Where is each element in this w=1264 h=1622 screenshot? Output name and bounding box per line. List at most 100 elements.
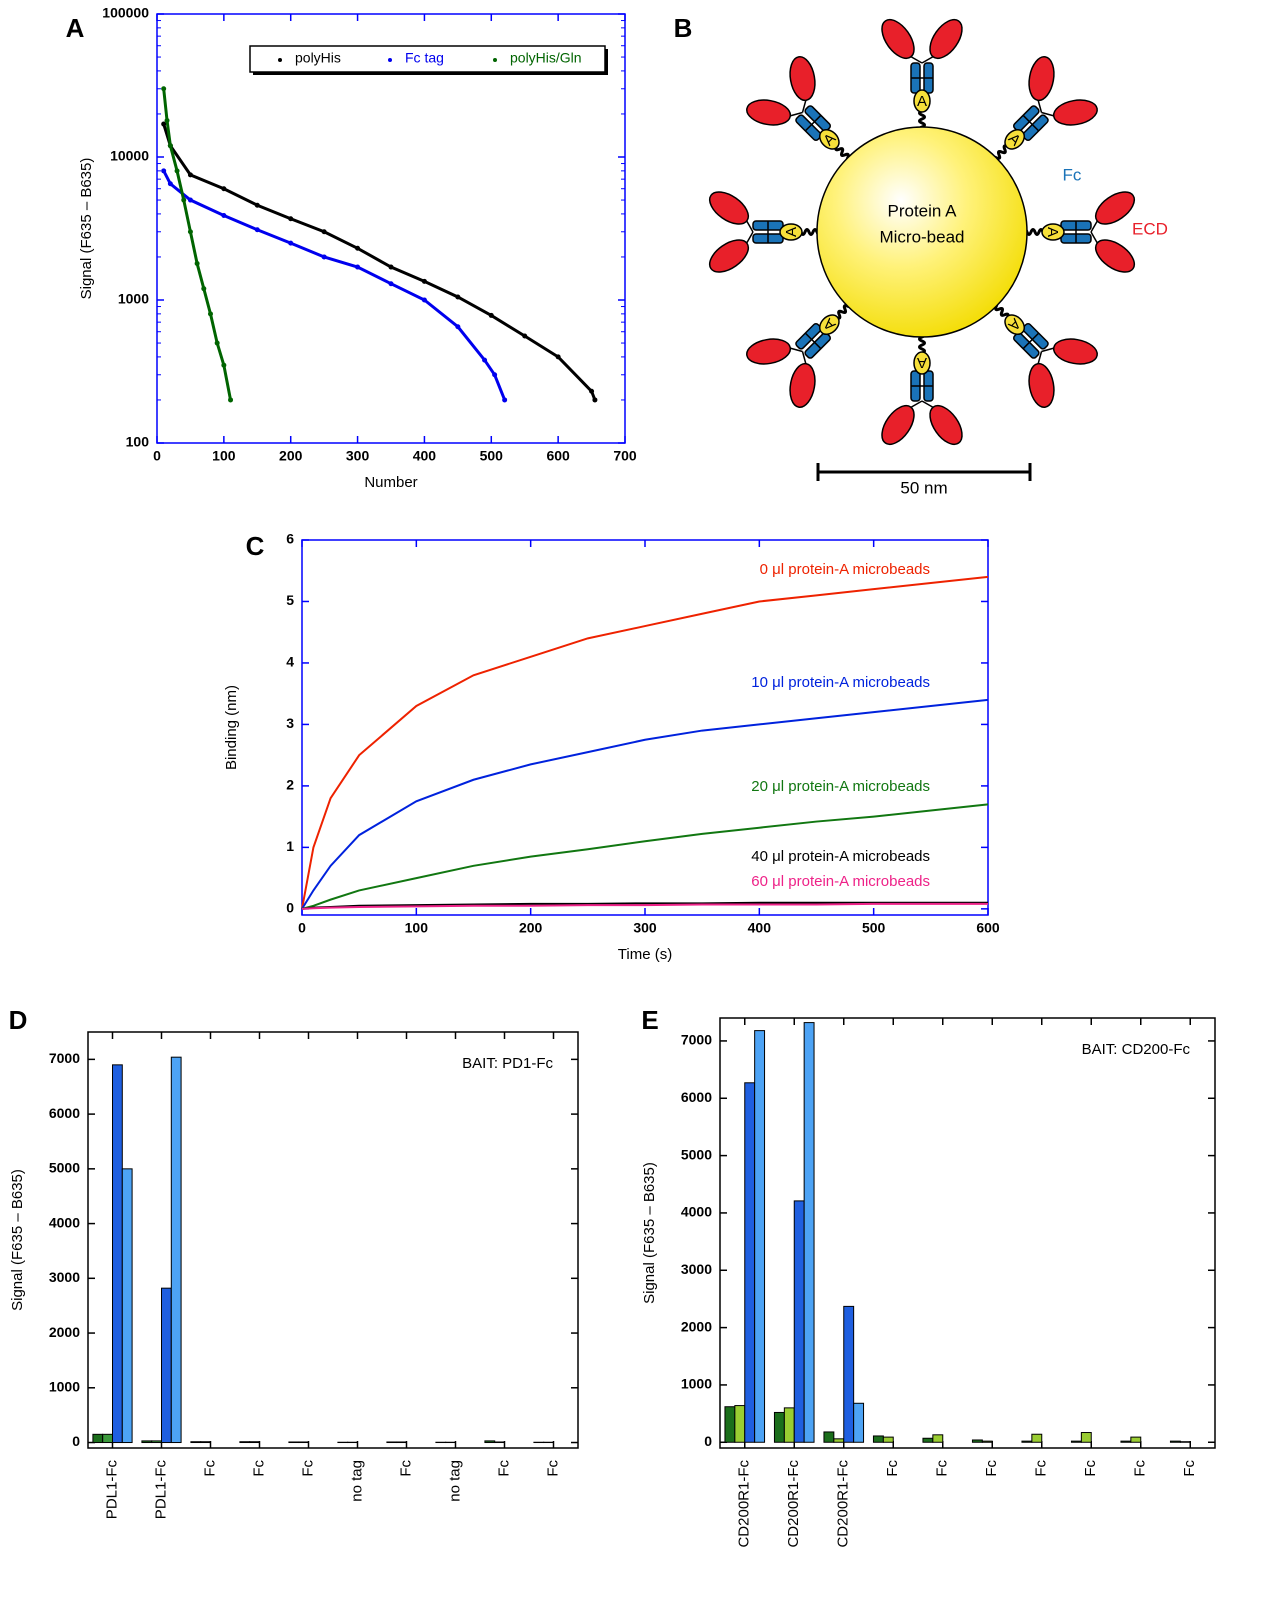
point	[592, 397, 598, 403]
legend-marker	[493, 58, 497, 62]
bar	[823, 1431, 835, 1443]
ecd	[789, 56, 816, 102]
point	[167, 143, 173, 149]
y-tick-label: 3000	[681, 1261, 712, 1277]
panel-label: D	[9, 1005, 28, 1035]
x-tick-label: Fc	[1132, 1460, 1149, 1477]
ecd	[708, 191, 750, 225]
series-line	[162, 88, 233, 401]
point	[161, 121, 167, 127]
point	[187, 197, 193, 203]
bar	[1070, 1440, 1082, 1443]
antibody-arm: A	[881, 18, 963, 133]
point	[221, 186, 227, 192]
protein-a-label: A	[917, 354, 927, 371]
bar	[783, 1407, 795, 1443]
antibody-arm: A	[991, 56, 1098, 162]
chart: A 100 1000 10000 100000 Signal (F635 – B635) 0…	[66, 5, 637, 491]
series-line	[301, 575, 989, 910]
point	[167, 181, 173, 187]
point	[164, 117, 170, 123]
bar	[833, 1438, 845, 1443]
point	[388, 281, 394, 287]
point	[321, 229, 327, 235]
y-tick-label: 2000	[681, 1318, 712, 1334]
y-tick-label: 1000	[118, 291, 149, 307]
plot-frame	[87, 1031, 579, 1449]
bar	[141, 1440, 153, 1444]
point	[254, 202, 260, 208]
protein-a	[913, 351, 931, 375]
ecd	[1094, 191, 1136, 225]
bar	[724, 1406, 736, 1443]
y-tick-label: 2	[286, 777, 294, 793]
y-tick-label: 100	[126, 434, 150, 450]
y-tick-label: 1000	[681, 1376, 712, 1392]
point	[187, 229, 193, 235]
bar	[239, 1441, 251, 1444]
bar	[793, 1200, 805, 1443]
plot-frame	[719, 1017, 1216, 1449]
bar	[494, 1441, 506, 1444]
ecd	[746, 338, 792, 365]
divider	[804, 114, 822, 132]
bar	[1080, 1432, 1092, 1443]
y-tick-label: 0	[72, 1433, 80, 1449]
bar	[882, 1436, 894, 1443]
bar	[971, 1439, 983, 1443]
x-tick-label: 0	[298, 920, 306, 936]
series-label: 10 μl protein-A microbeads	[751, 674, 930, 691]
bead-label: Micro-bead	[879, 227, 964, 246]
x-tick-label: Fc	[299, 1460, 316, 1477]
bar	[1021, 1440, 1033, 1443]
x-axis-label: Time (s)	[618, 946, 672, 963]
protein-a-label: A	[1044, 227, 1061, 237]
y-axis-label: Binding (nm)	[223, 685, 240, 770]
point	[455, 324, 461, 330]
y-tick-label: 10000	[110, 148, 149, 164]
bar	[1120, 1440, 1132, 1443]
ecd	[1094, 239, 1136, 273]
x-tick-label: Fc	[1033, 1460, 1050, 1477]
microbead	[816, 126, 1028, 338]
legend-box	[249, 45, 606, 73]
point	[492, 372, 498, 378]
bar	[102, 1433, 113, 1444]
bar	[190, 1441, 202, 1444]
bar	[386, 1441, 398, 1444]
point	[388, 264, 394, 270]
x-axis-label: Number	[364, 474, 417, 491]
x-tick-label: Fc	[983, 1460, 1000, 1477]
x-tick-label: 600	[546, 448, 570, 464]
bar	[1130, 1436, 1142, 1443]
point	[214, 340, 220, 346]
x-tick-label: 500	[480, 448, 504, 464]
ecd	[1052, 99, 1098, 126]
bar	[249, 1441, 260, 1444]
divider	[1022, 114, 1040, 132]
legend-label: Fc tag	[405, 50, 444, 66]
x-tick-label: no tag	[348, 1460, 365, 1502]
ecd	[746, 99, 792, 126]
bar	[981, 1440, 993, 1443]
x-tick-label: 300	[633, 920, 657, 936]
y-tick-label: 0	[286, 900, 294, 916]
protein-a	[1004, 129, 1025, 150]
x-tick-label: PDL1-Fc	[103, 1460, 120, 1520]
series-line	[301, 698, 989, 910]
bar	[773, 1411, 785, 1443]
ecd	[881, 404, 915, 446]
bar	[200, 1441, 211, 1444]
annotation: BAIT: PD1-Fc	[462, 1055, 553, 1072]
point	[555, 354, 561, 360]
ecd-label: ECD	[1132, 219, 1168, 238]
point	[355, 245, 361, 251]
x-tick-label: 300	[346, 448, 370, 464]
y-tick-label: 6	[286, 531, 294, 547]
panel-label: C	[246, 531, 265, 561]
ecd	[1052, 338, 1098, 365]
x-tick-label: 700	[613, 448, 637, 464]
x-tick-label: 100	[405, 920, 429, 936]
chart: C 0 1 2 3 4 5 6 Binding (nm) 0 100 200 300 400 500 600 T…	[223, 531, 1000, 963]
bar	[843, 1305, 855, 1443]
